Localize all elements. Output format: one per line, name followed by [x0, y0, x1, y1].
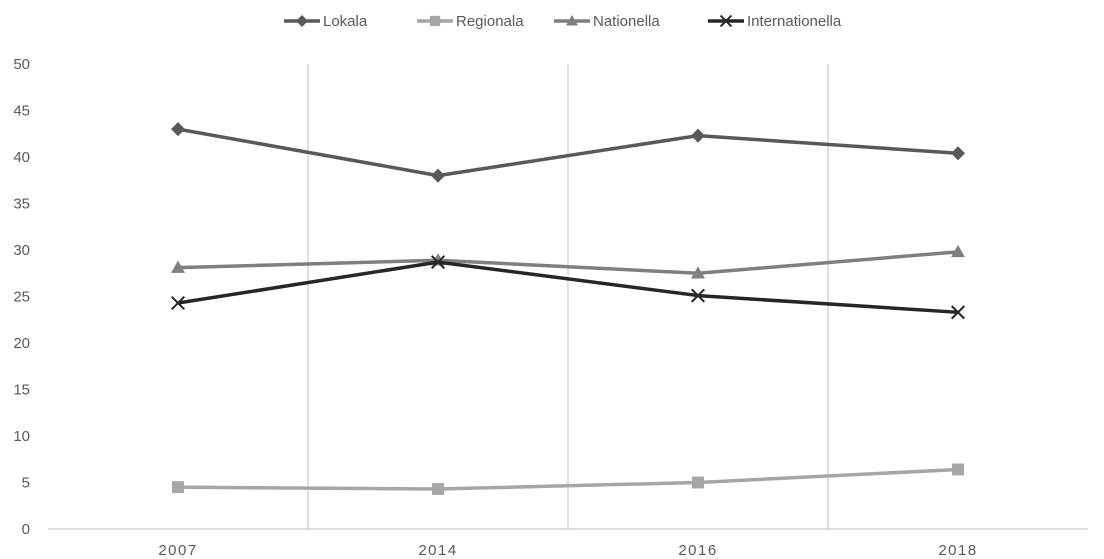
y-tick-label: 40 [13, 149, 30, 166]
data-point [691, 266, 705, 279]
data-point [172, 481, 184, 494]
y-tick-label: 5 [22, 475, 30, 492]
series-1 [172, 463, 964, 495]
series-3 [170, 255, 966, 320]
series-line [177, 260, 959, 315]
y-tick-label: 50 [13, 56, 30, 73]
data-point [429, 15, 441, 27]
data-point [566, 15, 578, 26]
series-line [177, 467, 959, 491]
data-point [170, 296, 186, 311]
y-tick-label: 30 [13, 242, 30, 259]
legend-label: Lokala [323, 13, 368, 30]
x-tick-label: 2014 [418, 542, 457, 559]
y-axis: 0 5 10 15 20 25 30 35 40 45 50 [13, 56, 30, 538]
data-point [171, 260, 185, 273]
data-point [692, 476, 704, 489]
data-point [690, 288, 706, 303]
legend-item: Lokala [284, 13, 368, 30]
x-tick-label: 2016 [678, 542, 717, 559]
series-line [177, 250, 959, 275]
y-tick-label: 15 [13, 382, 30, 399]
series-line [177, 127, 959, 178]
data-point [951, 244, 965, 258]
y-tick-label: 20 [13, 335, 30, 352]
y-tick-label: 25 [13, 289, 30, 306]
y-tick-label: 35 [13, 196, 30, 213]
data-point [296, 15, 308, 27]
data-point [432, 483, 444, 495]
data-point [431, 168, 445, 183]
y-tick-label: 10 [13, 428, 30, 445]
data-point [951, 146, 965, 161]
data-point [691, 128, 705, 143]
y-tick-label: 45 [13, 103, 30, 120]
legend-item: Regionala [417, 13, 524, 30]
y-tick-label: 0 [22, 521, 30, 538]
data-point [430, 255, 446, 270]
data-point [950, 305, 966, 320]
x-tick-label: 2007 [158, 542, 197, 559]
data-point [719, 14, 733, 28]
x-tick-label: 2018 [938, 542, 977, 559]
data-point [171, 122, 185, 137]
gridlines [307, 64, 829, 529]
data-point [952, 463, 964, 476]
legend-label: Regionala [456, 13, 524, 30]
legend-label: Internationella [747, 13, 842, 30]
legend-item: Nationella [554, 13, 660, 30]
legend-label: Nationella [593, 13, 660, 30]
series-0 [171, 122, 965, 183]
series-layer [170, 122, 966, 495]
legend: Lokala Regionala Nationella Internationella [284, 13, 842, 30]
x-axis: 2007 2014 2016 2018 [158, 542, 977, 559]
legend-item: Internationella [708, 13, 842, 30]
